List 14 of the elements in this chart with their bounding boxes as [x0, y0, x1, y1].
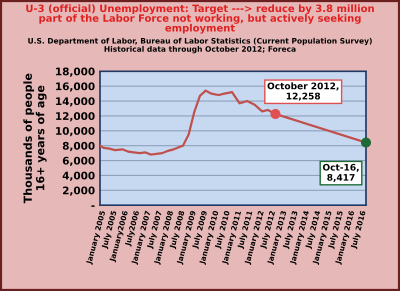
- y-tick-label: 12,000: [56, 112, 95, 122]
- y-tick-label: 10,000: [56, 127, 95, 136]
- chart-title: U-3 (official) Unemployment: Target ---> reduce by 3.8 million part of the Labor Force not working, but actively seeking employment: [26, 4, 374, 34]
- y-tick-label: 14,000: [56, 97, 95, 106]
- y-tick-label: 18,000: [56, 68, 95, 77]
- annotation: Oct-16, 8,417: [322, 164, 359, 182]
- y-tick-label: 6,000: [62, 156, 95, 166]
- annotation: October 2012, 12,258: [268, 82, 338, 101]
- y-axis-title: Thousands of people 16+ years of age: [23, 74, 47, 204]
- y-tick-label: -: [91, 205, 95, 207]
- y-tick-label: 4,000: [62, 172, 95, 181]
- y-tick-label: 8,000: [62, 142, 95, 152]
- y-tick-label: 2,000: [63, 186, 95, 196]
- y-tick-label: 16,000: [56, 82, 95, 92]
